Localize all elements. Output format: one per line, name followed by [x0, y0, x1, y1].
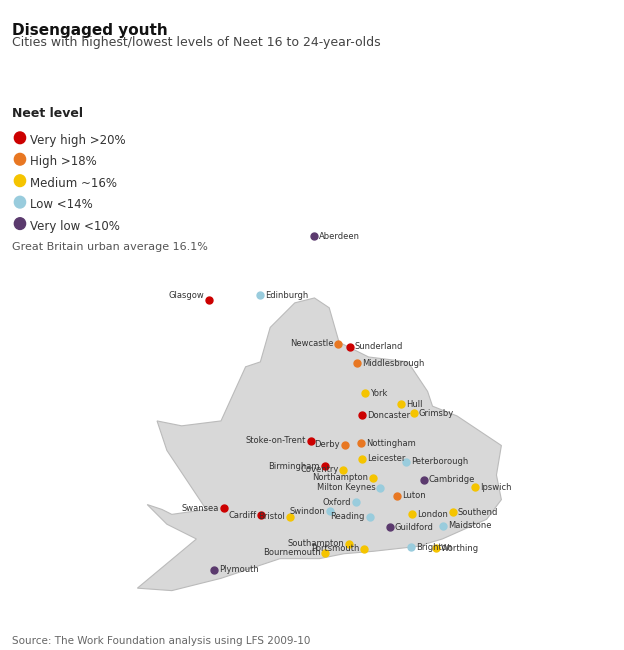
Text: Plymouth: Plymouth — [219, 566, 259, 575]
Text: Low <14%: Low <14% — [30, 198, 93, 211]
Text: High >18%: High >18% — [30, 155, 97, 168]
Text: Luton: Luton — [402, 491, 426, 500]
Text: York: York — [369, 389, 387, 398]
Text: Cities with highest/lowest levels of Neet 16 to 24-year-olds: Cities with highest/lowest levels of Nee… — [12, 36, 381, 49]
Text: Doncaster: Doncaster — [367, 411, 410, 419]
Text: Grimsby: Grimsby — [419, 409, 454, 417]
Text: Very low <10%: Very low <10% — [30, 220, 120, 233]
Text: London: London — [417, 510, 447, 519]
Text: Newcastle: Newcastle — [290, 339, 333, 348]
Text: Swansea: Swansea — [182, 504, 219, 513]
Text: Hull: Hull — [406, 400, 422, 409]
Text: Southampton: Southampton — [287, 540, 344, 549]
Text: Glasgow: Glasgow — [168, 291, 204, 300]
Text: Edinburgh: Edinburgh — [265, 291, 308, 300]
Text: Ipswich: Ipswich — [480, 483, 511, 492]
Text: Maidstone: Maidstone — [448, 521, 492, 530]
Text: Neet level: Neet level — [12, 107, 84, 120]
Text: Bristol: Bristol — [258, 512, 285, 521]
Text: Very high >20%: Very high >20% — [30, 134, 125, 147]
Text: Middlesbrough: Middlesbrough — [362, 359, 424, 368]
Text: Stoke-on-Trent: Stoke-on-Trent — [245, 436, 306, 445]
Text: Bournemouth: Bournemouth — [263, 548, 320, 557]
Text: Milton Keynes: Milton Keynes — [317, 484, 376, 492]
Text: Reading: Reading — [330, 512, 364, 521]
Text: Cardiff: Cardiff — [228, 511, 256, 520]
Text: Peterborough: Peterborough — [411, 457, 468, 466]
Text: Source: The Work Foundation analysis using LFS 2009-10: Source: The Work Foundation analysis usi… — [12, 636, 311, 645]
Text: Sunderland: Sunderland — [355, 342, 403, 351]
Text: Southend: Southend — [457, 508, 498, 517]
Text: Medium ~16%: Medium ~16% — [30, 177, 117, 190]
Text: Nottingham: Nottingham — [366, 439, 416, 448]
Text: Disengaged youth: Disengaged youth — [12, 23, 168, 38]
Text: Oxford: Oxford — [323, 498, 351, 506]
Text: Birmingham: Birmingham — [268, 462, 320, 471]
Text: Swindon: Swindon — [289, 507, 324, 516]
Text: Great Britain urban average 16.1%: Great Britain urban average 16.1% — [12, 242, 208, 252]
Text: Worthing: Worthing — [441, 544, 479, 552]
Text: Portsmouth: Portsmouth — [311, 544, 359, 553]
Polygon shape — [137, 298, 501, 591]
Text: Derby: Derby — [314, 440, 340, 449]
Text: Guildford: Guildford — [394, 523, 434, 532]
Text: Northampton: Northampton — [313, 473, 369, 482]
Text: Aberdeen: Aberdeen — [319, 232, 361, 241]
Text: Brighton: Brighton — [416, 543, 452, 552]
Text: Leicester: Leicester — [367, 454, 406, 463]
Text: Cambridge: Cambridge — [429, 475, 475, 484]
Text: Coventry: Coventry — [300, 465, 339, 474]
